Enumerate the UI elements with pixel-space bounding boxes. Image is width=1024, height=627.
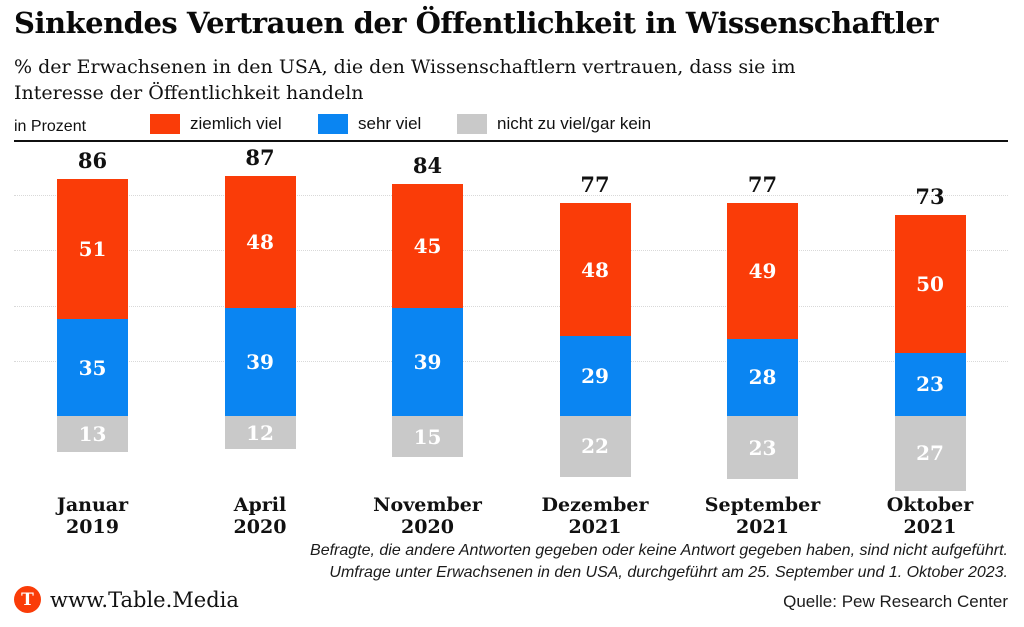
category-label: September 2021 [704, 494, 821, 538]
gridline-60 [14, 250, 1008, 252]
bar-segment-nicht-zu-viel: 27 [894, 416, 966, 491]
unit-label: in Prozent [14, 118, 87, 135]
bar-total-label: 86 [77, 147, 108, 173]
bar-segment-ziemlich-viel: 49 [727, 203, 798, 339]
legend-swatch-orange-icon [150, 114, 180, 134]
zero-axis-line [14, 140, 1008, 142]
category-label: Januar 2019 [56, 494, 129, 538]
bar-segment-sehr-viel: 29 [559, 335, 631, 416]
bar-total-label: 73 [915, 183, 945, 209]
stacked-bar-chart: 51 35 13 86 Januar 2019 48 39 12 87 April 2020 45 39 1… [0, 140, 1024, 542]
brand-text: www.Table.Media [50, 587, 239, 612]
footnote: Befragte, die andere Antworten gegeben o… [310, 540, 1008, 584]
bar-segment-ziemlich-viel: 48 [559, 203, 631, 336]
legend-label: ziemlich viel [190, 114, 282, 133]
bar-segment-nicht-zu-viel: 12 [224, 416, 296, 450]
gridline-40 [14, 305, 1008, 307]
bar-segment-nicht-zu-viel: 23 [727, 416, 798, 480]
bar-segment-nicht-zu-viel: 22 [559, 416, 631, 477]
bar-segment-ziemlich-viel: 51 [57, 178, 128, 320]
legend-swatch-blue-icon [318, 114, 348, 134]
bar-total-label: 77 [747, 172, 778, 198]
category-label: Oktober 2021 [886, 494, 974, 538]
bar-segment-ziemlich-viel: 45 [392, 184, 463, 309]
page-subtitle: % der Erwachsenen in den USA, die den Wi… [14, 56, 796, 104]
bar-segment-nicht-zu-viel: 15 [392, 416, 463, 458]
legend-item-nicht-zu-viel: nicht zu viel/gar kein [457, 114, 651, 134]
footnote-line-1: Befragte, die andere Antworten gegeben o… [310, 542, 1008, 559]
category-label: Dezember 2021 [541, 494, 649, 538]
source-credit: Quelle: Pew Research Center [783, 592, 1008, 611]
bar-segment-sehr-viel: 39 [392, 308, 463, 416]
bar-segment-sehr-viel: 28 [727, 338, 798, 416]
brand-logo: T [14, 586, 41, 613]
bar-total-label: 84 [412, 153, 443, 179]
gridline-80 [14, 195, 1008, 197]
bar-segment-ziemlich-viel: 48 [224, 175, 296, 309]
chart-legend: in Prozent ziemlich viel sehr viel nicht… [0, 114, 1024, 138]
legend-label: sehr viel [358, 114, 422, 133]
bar-total-label: 87 [245, 144, 275, 170]
category-label: November 2020 [373, 494, 482, 538]
legend-item-ziemlich-viel: ziemlich viel [150, 114, 282, 134]
bar-segment-sehr-viel: 23 [894, 352, 966, 416]
bar-total-label: 77 [580, 172, 610, 198]
bar-segment-sehr-viel: 35 [57, 319, 128, 416]
legend-swatch-gray-icon [457, 114, 487, 134]
gridline-20 [14, 360, 1008, 362]
page-title: Sinkendes Vertrauen der Öffentlichkeit i… [14, 6, 939, 40]
legend-item-sehr-viel: sehr viel [318, 114, 421, 134]
brand-footer: T www.Table.Media [14, 586, 239, 613]
bar-segment-sehr-viel: 39 [224, 308, 296, 416]
legend-label: nicht zu viel/gar kein [497, 114, 652, 133]
bar-segment-ziemlich-viel: 50 [894, 214, 966, 353]
bar-segment-nicht-zu-viel: 13 [57, 416, 128, 452]
category-label: April 2020 [233, 494, 287, 538]
footnote-line-2: Umfrage unter Erwachsenen in den USA, du… [329, 564, 1008, 581]
